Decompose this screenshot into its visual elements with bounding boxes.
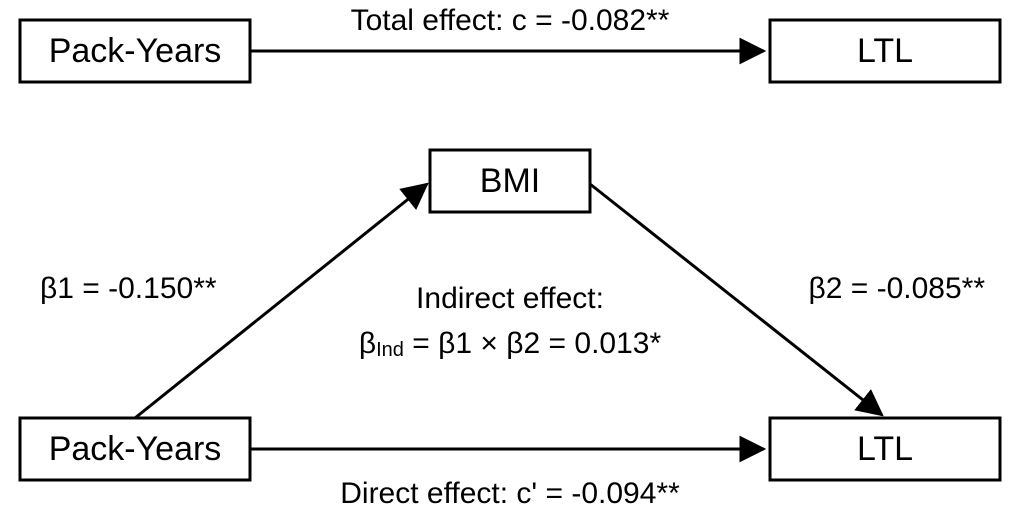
edge-beta2-label: β2 = -0.085** bbox=[808, 272, 985, 305]
edge-direct-label: Direct effect: c' = -0.094** bbox=[340, 477, 680, 507]
indirect-sub: Ind bbox=[376, 339, 404, 361]
node-pack-years-bottom-label: Pack-Years bbox=[49, 430, 222, 468]
node-ltl-top-label: LTL bbox=[857, 32, 913, 70]
edge-indirect-label-line2: βInd = β1 × β2 = 0.013* bbox=[359, 327, 662, 361]
edge-beta1-label: β1 = -0.150** bbox=[40, 272, 217, 305]
indirect-beta-pre: β bbox=[359, 327, 376, 360]
node-ltl-bottom-label: LTL bbox=[857, 430, 913, 468]
node-pack-years-top-label: Pack-Years bbox=[49, 32, 222, 70]
edge-total-label: Total effect: c = -0.082** bbox=[351, 4, 670, 37]
node-bmi-label: BMI bbox=[480, 162, 540, 200]
edge-indirect-label-line1: Indirect effect: bbox=[416, 282, 604, 315]
indirect-beta-post: = β1 × β2 = 0.013* bbox=[404, 327, 662, 360]
